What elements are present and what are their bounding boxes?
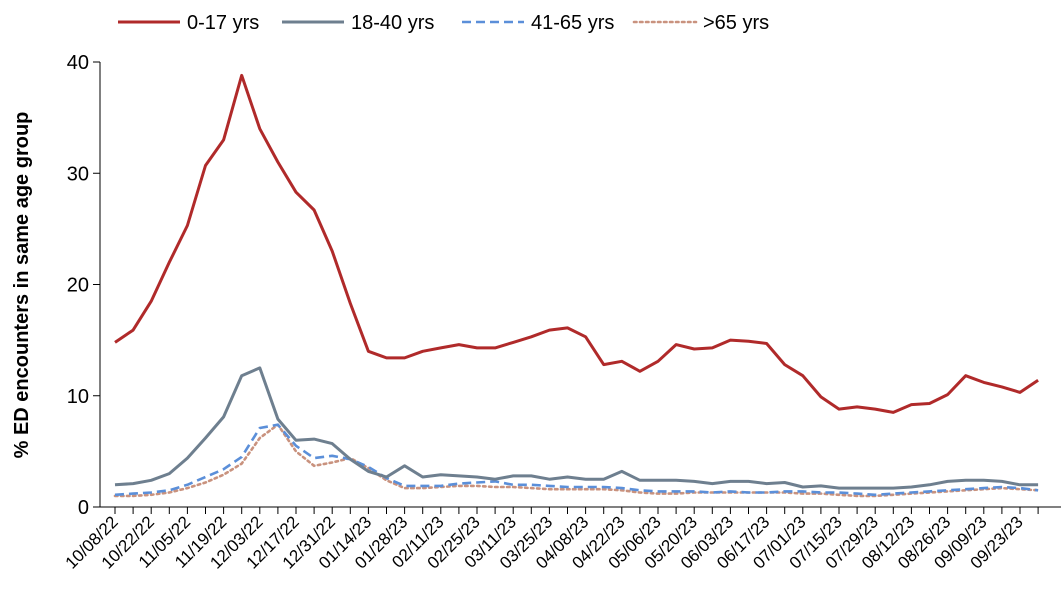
legend-label: 18-40 yrs (351, 12, 434, 34)
x-axis: 10/08/2210/22/2211/05/2211/19/2212/03/22… (62, 506, 1061, 573)
y-tick-label: 0 (78, 497, 89, 519)
legend-item-65-yrs: >65 yrs (632, 12, 769, 34)
legend-item-18-40-yrs: 18-40 yrs (282, 12, 434, 34)
legend-item-41-65-yrs: 41-65 yrs (462, 12, 614, 34)
y-tick-label: 30 (67, 163, 89, 185)
y-axis: 0 10 20 30 40 (67, 52, 101, 519)
series-line-18-40-yrs (114, 366, 1039, 490)
legend-label: 0-17 yrs (187, 12, 259, 34)
legend-label: >65 yrs (703, 12, 769, 34)
series-line-65-yrs (113, 423, 1040, 498)
y-tick-label: 10 (67, 386, 89, 408)
y-axis-title: % ED encounters in same age group (11, 112, 33, 459)
y-tick-label: 20 (67, 275, 89, 297)
legend: 0-17 yrs 18-40 yrs 41-65 yrs >65 yrs (118, 12, 769, 34)
y-tick-label: 40 (67, 52, 89, 74)
series-line-0-17-yrs (114, 73, 1039, 414)
legend-item-0-17-yrs: 0-17 yrs (118, 12, 259, 34)
legend-label: 41-65 yrs (531, 12, 614, 34)
series-layer (113, 73, 1040, 498)
series-line-41-65-yrs (114, 423, 1039, 497)
